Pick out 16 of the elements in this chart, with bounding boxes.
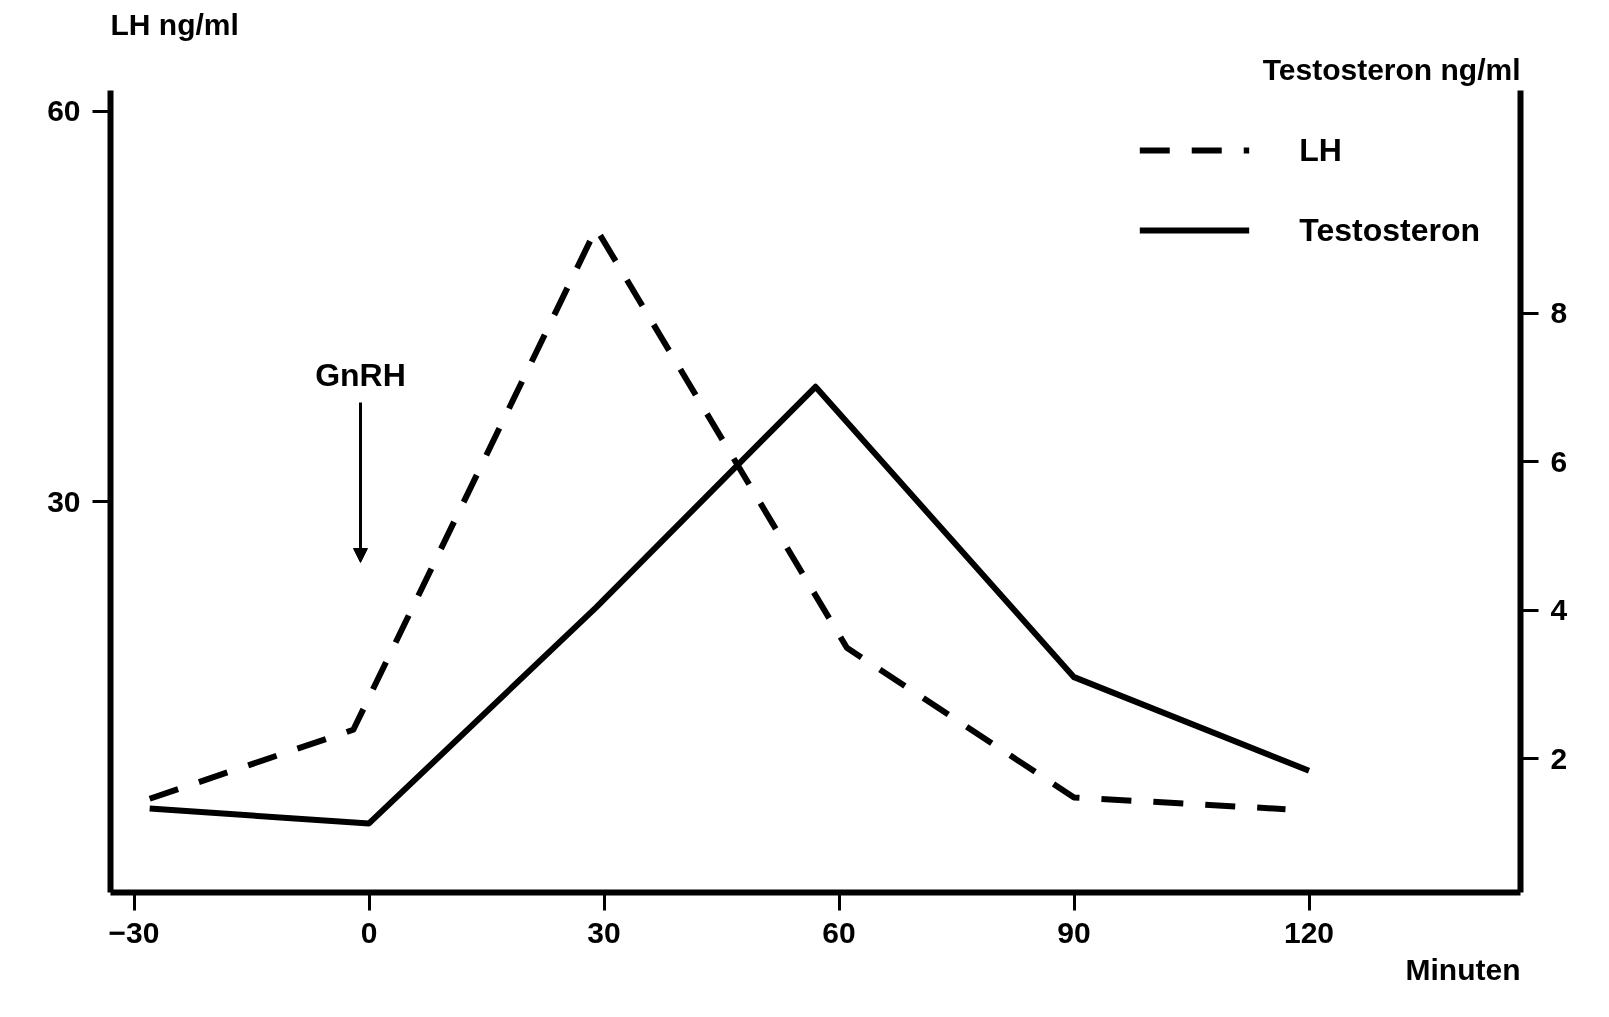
- legend-label: LH: [1299, 131, 1342, 169]
- y2-tick-label: 4: [1550, 593, 1568, 627]
- y2-tick-label: 8: [1550, 296, 1568, 330]
- x-tick-label: 60: [822, 915, 856, 949]
- legend-label: Testosteron: [1299, 211, 1480, 249]
- y2-axis-title: Testosteron ng/ml: [1262, 52, 1521, 86]
- y2-tick-label: 6: [1550, 444, 1568, 478]
- x-axis-title: Minuten: [1405, 952, 1521, 986]
- y-axis-title: LH ng/ml: [110, 7, 239, 41]
- x-tick-label: 120: [1283, 915, 1335, 949]
- x-tick-label: 0: [360, 915, 378, 949]
- x-tick-label: −30: [108, 915, 160, 949]
- y2-tick-label: 2: [1550, 741, 1568, 775]
- x-tick-label: 90: [1057, 915, 1091, 949]
- annotation: GnRH: [315, 356, 406, 393]
- x-tick-label: 30: [587, 915, 621, 949]
